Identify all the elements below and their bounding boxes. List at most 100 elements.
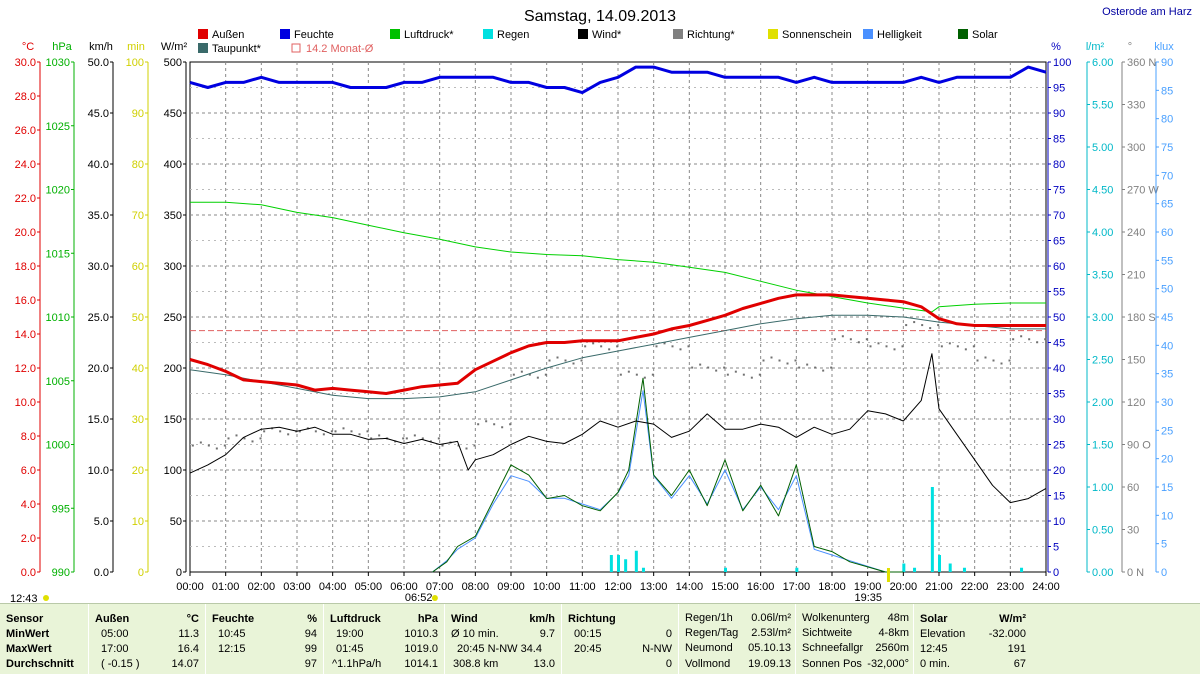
legend-swatch: [768, 29, 778, 39]
dir-tick-label: 180 S: [1127, 312, 1156, 324]
hum-tick-label: 0: [1053, 567, 1059, 579]
direction-dot: [287, 433, 290, 436]
elevation-value: -32.000: [988, 628, 1026, 640]
direction-dot: [940, 345, 943, 348]
direction-dot: [358, 433, 361, 436]
lux-tick-label: 20: [1161, 454, 1173, 466]
direction-dot: [770, 356, 773, 359]
dir-tick-label: 120: [1127, 397, 1145, 409]
hum-tick-label: 10: [1053, 516, 1065, 528]
direction-dot: [627, 370, 630, 373]
rain-tick-label: 1.50: [1092, 440, 1113, 452]
sunmin-tick-label: 100: [126, 57, 144, 69]
direction-dot: [263, 430, 266, 433]
temp-tick-label: 8.0: [21, 431, 36, 443]
direction-dot: [342, 427, 345, 430]
sunmin-tick-label: 80: [132, 159, 144, 171]
aussen-header: Außen: [95, 613, 130, 625]
legend-label: Taupunkt*: [212, 43, 262, 55]
press-tick-label: 1025: [46, 121, 70, 133]
rain-bar: [902, 563, 906, 572]
x-tick-label: 20:00: [890, 581, 918, 593]
vollmond-value: 19.09.13: [748, 658, 791, 670]
sunmin-tick-label: 60: [132, 261, 144, 273]
direction-dot: [235, 434, 238, 437]
wolkenunterg-label: Wolkenunterg: [802, 612, 870, 624]
wind-tick-label: 30.0: [88, 261, 109, 273]
sunmin-tick-label: 30: [132, 414, 144, 426]
hum-tick-label: 35: [1053, 389, 1065, 401]
lux-tick-label: 80: [1161, 114, 1173, 126]
hum-tick-label: 5: [1053, 542, 1059, 554]
dir-tick-label: 210: [1127, 270, 1145, 282]
x-tick-label: 04:00: [319, 581, 347, 593]
stats-table: Sensor MinWert MaxWert Durchschnitt Auße…: [0, 603, 1200, 674]
rain-bar: [609, 555, 613, 572]
direction-dot: [429, 440, 432, 443]
legend: Außen Feuchte Luftdruck* Regen Wind* Richtung…: [198, 29, 998, 55]
direction-dot: [833, 338, 836, 341]
wind-column: Wind km/h Ø 10 min. 9.7 20:45 N-NW 34.4 …: [444, 604, 561, 674]
x-tick-label: 24:00: [1032, 581, 1060, 593]
lux-tick-label: 40: [1161, 340, 1173, 352]
rain-bar: [938, 555, 941, 572]
temp-tick-label: 0.0: [21, 567, 36, 579]
sunmin-tick-label: 40: [132, 363, 144, 375]
sunmin-tick-label: 20: [132, 465, 144, 477]
direction-dot: [457, 444, 460, 447]
direction-dot: [191, 444, 194, 447]
series-taupunkt: [189, 314, 1046, 400]
sichtweite-label: Sichtweite: [802, 627, 853, 639]
direction-dot: [671, 345, 674, 348]
solar-tick-label: 100: [164, 465, 182, 477]
solar-header: Solar: [920, 613, 948, 625]
lux-tick-label: 25: [1161, 425, 1173, 437]
temp-tick-label: 16.0: [15, 295, 36, 307]
direction-dot: [750, 376, 753, 379]
rain-bar: [624, 559, 628, 572]
direction-dot: [948, 342, 951, 345]
temp-tick-label: 22.0: [15, 193, 36, 205]
sunmin-tick-label: 10: [132, 516, 144, 528]
sunmin-tick-label: 0: [138, 567, 144, 579]
sichtweite-value: 4-8km: [878, 627, 909, 639]
legend-label: Helligkeit: [877, 29, 922, 41]
legend-label: Solar: [972, 29, 998, 41]
direction-dot: [798, 366, 801, 369]
direction-dot: [619, 373, 622, 376]
temp-tick-label: 10.0: [15, 397, 36, 409]
richtung-max-value: N-NW: [642, 643, 672, 655]
press-tick-label: 1020: [46, 185, 70, 197]
direction-dot: [913, 321, 916, 324]
direction-dot: [707, 366, 710, 369]
lux-tick-label: 50: [1161, 284, 1173, 296]
direction-dot: [794, 359, 797, 362]
direction-dot: [921, 324, 924, 327]
lux-tick-label: 5: [1161, 539, 1167, 551]
feuchte-header: Feuchte: [212, 613, 255, 625]
series-aussen: [189, 293, 1046, 395]
direction-dot: [857, 341, 860, 344]
dir-tick-label: 360 N: [1127, 57, 1156, 69]
direction-dot: [485, 420, 488, 423]
feuchte-min-value: 94: [304, 628, 317, 640]
direction-dot: [334, 430, 337, 433]
solar-tick-label: 450: [164, 108, 182, 120]
hum-tick-label: 85: [1053, 134, 1065, 146]
x-tick-label: 00:00: [176, 581, 204, 593]
update-time-label: 12:43: [10, 593, 38, 603]
temp-tick-label: 4.0: [21, 499, 36, 511]
hum-tick-label: 15: [1053, 491, 1065, 503]
direction-dot: [1036, 341, 1039, 344]
chart-title: Samstag, 14.09.2013: [524, 8, 676, 25]
direction-dot: [548, 359, 551, 362]
temp-tick-label: 30.0: [15, 57, 36, 69]
legend-swatch: [483, 29, 493, 39]
wind-distance: 308.8 km: [453, 658, 499, 670]
feuchte-column: Feuchte % 10:45 94 12:15 99 97: [205, 604, 323, 674]
direction-dot: [405, 437, 408, 440]
feuchte-max-time: 12:15: [218, 643, 246, 655]
temp-tick-label: 20.0: [15, 227, 36, 239]
direction-dot: [830, 366, 833, 369]
direction-dot: [786, 362, 789, 365]
